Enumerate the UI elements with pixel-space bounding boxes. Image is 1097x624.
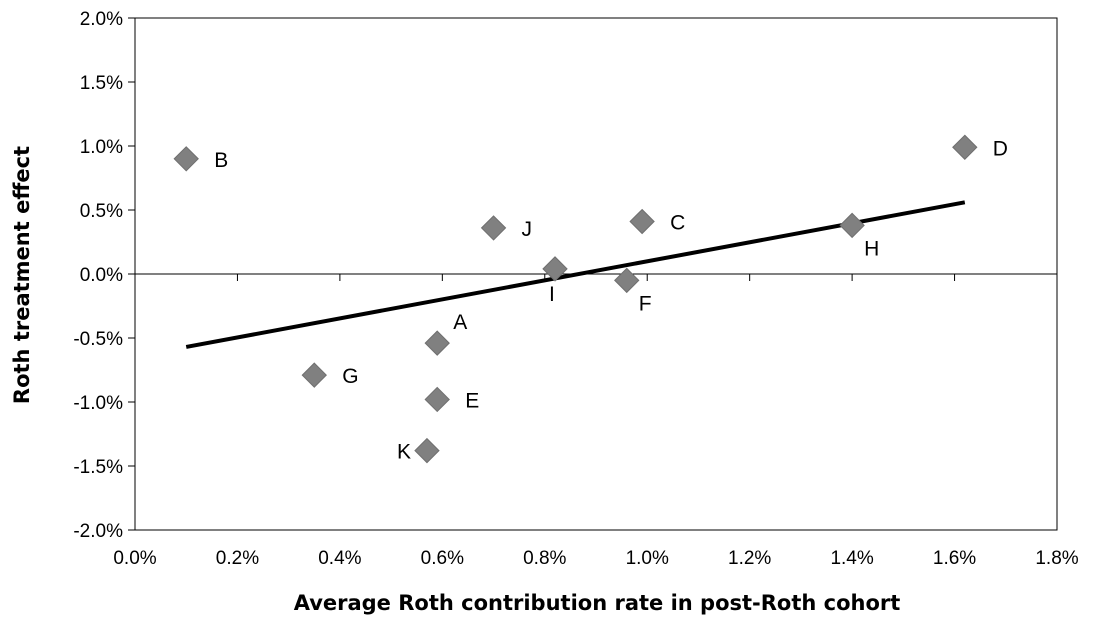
y-tick-label: 0.0%: [80, 265, 123, 286]
data-label-i: I: [549, 283, 555, 306]
data-point-k: [414, 437, 440, 464]
trendline: [185, 200, 966, 349]
x-tick-label: 0.2%: [216, 548, 259, 569]
y-axis-tick-labels: 2.0% 1.5% 1.0% 0.5% 0.0% -0.5% -1.0% -1.5% -2.0%: [73, 9, 123, 542]
y-tick-label: -1.0%: [73, 393, 123, 414]
data-point-h: [839, 212, 865, 239]
y-tick-label: -0.5%: [73, 329, 123, 350]
y-axis-ticks: [128, 17, 135, 531]
x-tick-label: 1.0%: [626, 548, 669, 569]
x-tick-label: 0.0%: [113, 548, 156, 569]
data-label-k: K: [397, 441, 411, 464]
data-point-b: [173, 146, 199, 172]
y-axis-title: Roth treatment effect: [10, 146, 34, 404]
x-axis-title: Average Roth contribution rate in post-R…: [294, 591, 901, 615]
x-tick-label: 1.2%: [728, 548, 771, 569]
y-tick-label: 0.5%: [80, 201, 123, 222]
data-label-a: A: [453, 311, 467, 334]
x-tick-label: 0.8%: [523, 548, 566, 569]
data-label-h: H: [864, 237, 879, 260]
data-point-e: [424, 386, 450, 413]
data-point-labels: B D J C H I F A G E K: [214, 137, 1008, 463]
y-tick-label: 1.5%: [80, 73, 123, 94]
plot-area: [134, 17, 1058, 531]
data-label-f: F: [639, 292, 652, 315]
data-label-e: E: [465, 389, 479, 412]
data-point-a: [424, 330, 450, 356]
data-point-f: [614, 267, 640, 294]
x-tick-label: 0.4%: [318, 548, 361, 569]
x-axis-tick-labels: 0.0% 0.2% 0.4% 0.6% 0.8% 1.0% 1.2% 1.4% 1.6% 1.8%: [113, 548, 1078, 569]
y-tick-label: -1.5%: [73, 457, 123, 478]
data-point-g: [301, 362, 327, 388]
data-point-i: [542, 256, 568, 282]
data-label-c: C: [670, 212, 685, 235]
y-tick-label: 1.0%: [80, 137, 123, 158]
data-label-g: G: [342, 365, 358, 388]
y-tick-label: -2.0%: [73, 521, 123, 542]
data-point-d: [952, 134, 978, 160]
data-label-j: J: [522, 218, 533, 241]
data-points: [173, 134, 978, 464]
x-axis-ticks: [134, 274, 1058, 281]
x-tick-label: 1.4%: [830, 548, 873, 569]
y-tick-label: 2.0%: [80, 9, 123, 30]
x-tick-label: 1.8%: [1035, 548, 1078, 569]
data-label-d: D: [993, 137, 1008, 160]
data-point-c: [629, 208, 655, 235]
data-point-j: [480, 215, 507, 241]
x-tick-label: 1.6%: [933, 548, 976, 569]
data-label-b: B: [214, 149, 228, 172]
x-tick-label: 0.6%: [421, 548, 464, 569]
